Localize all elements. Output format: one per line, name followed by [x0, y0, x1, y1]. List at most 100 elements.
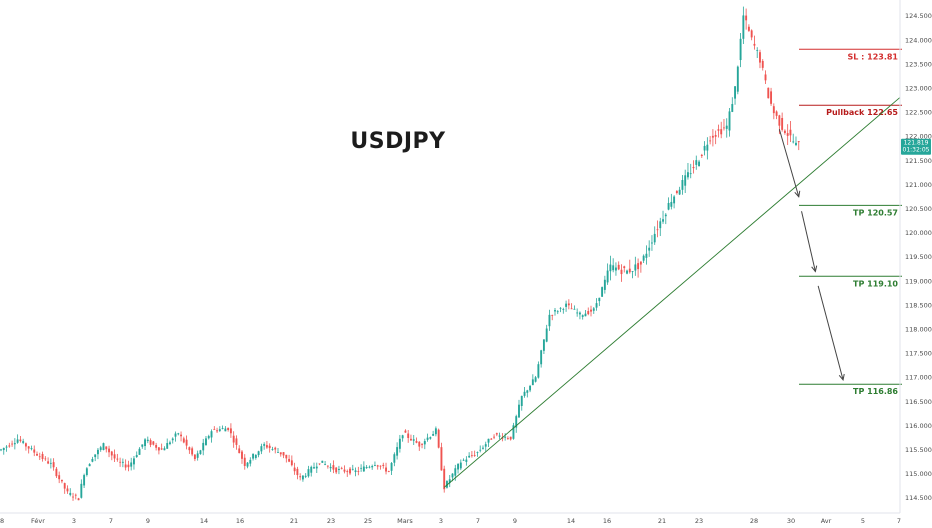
price-tick-label: 123.000 — [905, 85, 932, 93]
candle-body — [786, 133, 789, 136]
level-label: TP 119.10 — [853, 279, 898, 288]
candle-body — [304, 475, 307, 477]
candle-body — [19, 439, 22, 442]
candle-body — [404, 430, 407, 433]
candle-body — [482, 447, 484, 449]
candle-body — [720, 129, 723, 135]
candle-body — [645, 253, 648, 258]
candle-body — [620, 269, 623, 275]
candle-body — [337, 468, 340, 470]
candle-body — [196, 453, 199, 458]
candle-body — [684, 175, 687, 186]
candle-body — [628, 268, 631, 273]
candle-body — [254, 454, 257, 458]
time-axis: 28 Févr 3 7 9 14 16 21 23 25 Mars 3 7 9 14 16 21 23 28 30 Av… — [0, 517, 901, 525]
candle-body — [30, 448, 33, 450]
candle-body — [224, 428, 227, 432]
projection-arrow-head — [794, 190, 801, 198]
candle-body — [329, 466, 332, 469]
price-tag-countdown: 01:32:05 — [903, 147, 930, 154]
candle-body — [271, 449, 274, 450]
price-tick-label: 117.000 — [905, 374, 932, 382]
time-tick-label: 23 — [695, 517, 703, 525]
candle-body — [105, 446, 108, 450]
candle-body — [346, 471, 349, 473]
candle-body — [747, 26, 750, 31]
candle-body — [664, 214, 667, 217]
candle-body — [379, 465, 382, 467]
candle-body — [277, 452, 279, 453]
candle-body — [238, 448, 241, 454]
candle-body — [354, 470, 357, 472]
candle-body — [573, 308, 576, 310]
candle-body — [484, 444, 487, 447]
candle-body — [13, 443, 16, 445]
candle-body — [584, 313, 587, 317]
candle-body — [542, 339, 545, 351]
candle-body — [567, 303, 570, 306]
candle-body — [490, 438, 493, 440]
candle-body — [340, 467, 343, 469]
candle-body — [487, 438, 490, 443]
time-tick-label: 9 — [513, 517, 517, 525]
candle-body — [8, 445, 11, 447]
candle-body — [434, 428, 437, 435]
candle-body — [651, 242, 653, 244]
candle-body — [648, 247, 651, 251]
candle-body — [711, 135, 714, 138]
candle-body — [74, 494, 77, 496]
candle-body — [687, 172, 689, 178]
candle-body — [85, 468, 88, 475]
trendline-group — [443, 97, 901, 488]
candle-body — [193, 454, 196, 460]
time-tick-label: 14 — [567, 517, 575, 525]
candle-body — [301, 475, 304, 480]
candle-body — [108, 448, 110, 453]
candle-body — [451, 473, 454, 478]
candle-body — [60, 479, 63, 482]
projection-arrow-head — [811, 265, 818, 273]
time-tick-label: Févr — [31, 517, 45, 525]
price-tick-label: 124.000 — [905, 36, 932, 44]
candle-body — [772, 106, 775, 114]
candle-body — [263, 444, 266, 446]
candle-body — [368, 466, 371, 468]
candle-body — [102, 443, 105, 450]
time-tick-label: 7 — [476, 517, 480, 525]
candle-body — [601, 287, 604, 297]
candle-body — [440, 447, 443, 471]
candle-body — [639, 261, 642, 265]
price-tick-label: 123.500 — [905, 60, 932, 68]
time-tick-label: Mars — [397, 517, 413, 525]
candle-body — [506, 438, 509, 439]
candle-body — [63, 483, 66, 489]
candle-body — [462, 459, 465, 461]
candle-body — [83, 475, 86, 486]
candle-body — [371, 466, 374, 468]
candle-body — [36, 453, 38, 456]
time-tick-label: 14 — [200, 517, 208, 525]
candle-body — [681, 180, 684, 190]
time-tick-label: 28 — [750, 517, 758, 525]
candle-body — [626, 270, 628, 274]
candle-body — [423, 441, 426, 445]
candle-body — [155, 445, 158, 448]
candle-body — [429, 437, 432, 439]
candle-body — [133, 458, 135, 465]
candle-body — [767, 87, 770, 99]
candle-body — [578, 312, 581, 315]
candle-body — [537, 364, 540, 378]
candle-body — [465, 459, 468, 462]
level-label: TP 120.57 — [853, 208, 898, 217]
candle-body — [603, 279, 606, 290]
candle-body — [310, 466, 313, 473]
candle-body — [33, 449, 36, 453]
price-tick-label: 124.500 — [905, 12, 932, 20]
candle-body — [27, 446, 30, 449]
candle-body — [670, 201, 673, 207]
price-tick-label: 119.500 — [905, 253, 932, 261]
candle-body — [72, 496, 74, 498]
candle-body — [745, 15, 748, 21]
price-tick-label: 119.000 — [905, 277, 932, 285]
